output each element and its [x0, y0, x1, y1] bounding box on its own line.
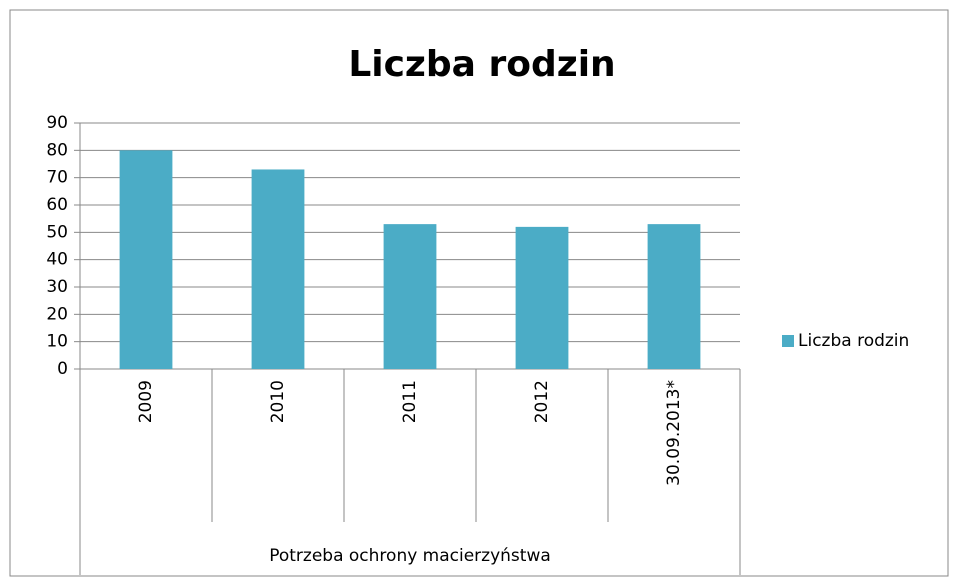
y-tick-label: 90	[46, 113, 68, 133]
chart-title: Liczba rodzin	[348, 44, 615, 85]
x-tick-label: 2011	[400, 380, 420, 423]
bar	[647, 224, 701, 369]
x-tick-label: 2009	[136, 380, 156, 423]
y-tick-label: 50	[46, 222, 68, 242]
bar	[383, 224, 437, 369]
x-tick-label: 2010	[268, 380, 288, 423]
y-tick-label: 20	[46, 304, 68, 324]
bar	[119, 150, 173, 369]
x-axis-label: Potrzeba ochrony macierzyństwa	[269, 546, 551, 566]
y-tick-label: 80	[46, 140, 68, 160]
y-tick-label: 10	[46, 332, 68, 352]
y-tick-label: 70	[46, 168, 68, 188]
bar	[515, 226, 569, 369]
bar	[251, 169, 305, 369]
legend-swatch	[782, 335, 794, 347]
y-tick-label: 0	[57, 359, 68, 379]
legend-label: Liczba rodzin	[798, 331, 909, 351]
x-tick-label: 2012	[532, 380, 552, 423]
y-tick-label: 40	[46, 250, 68, 270]
y-tick-label: 30	[46, 277, 68, 297]
y-tick-label: 60	[46, 195, 68, 215]
x-tick-label: 30.09.2013*	[664, 380, 684, 486]
